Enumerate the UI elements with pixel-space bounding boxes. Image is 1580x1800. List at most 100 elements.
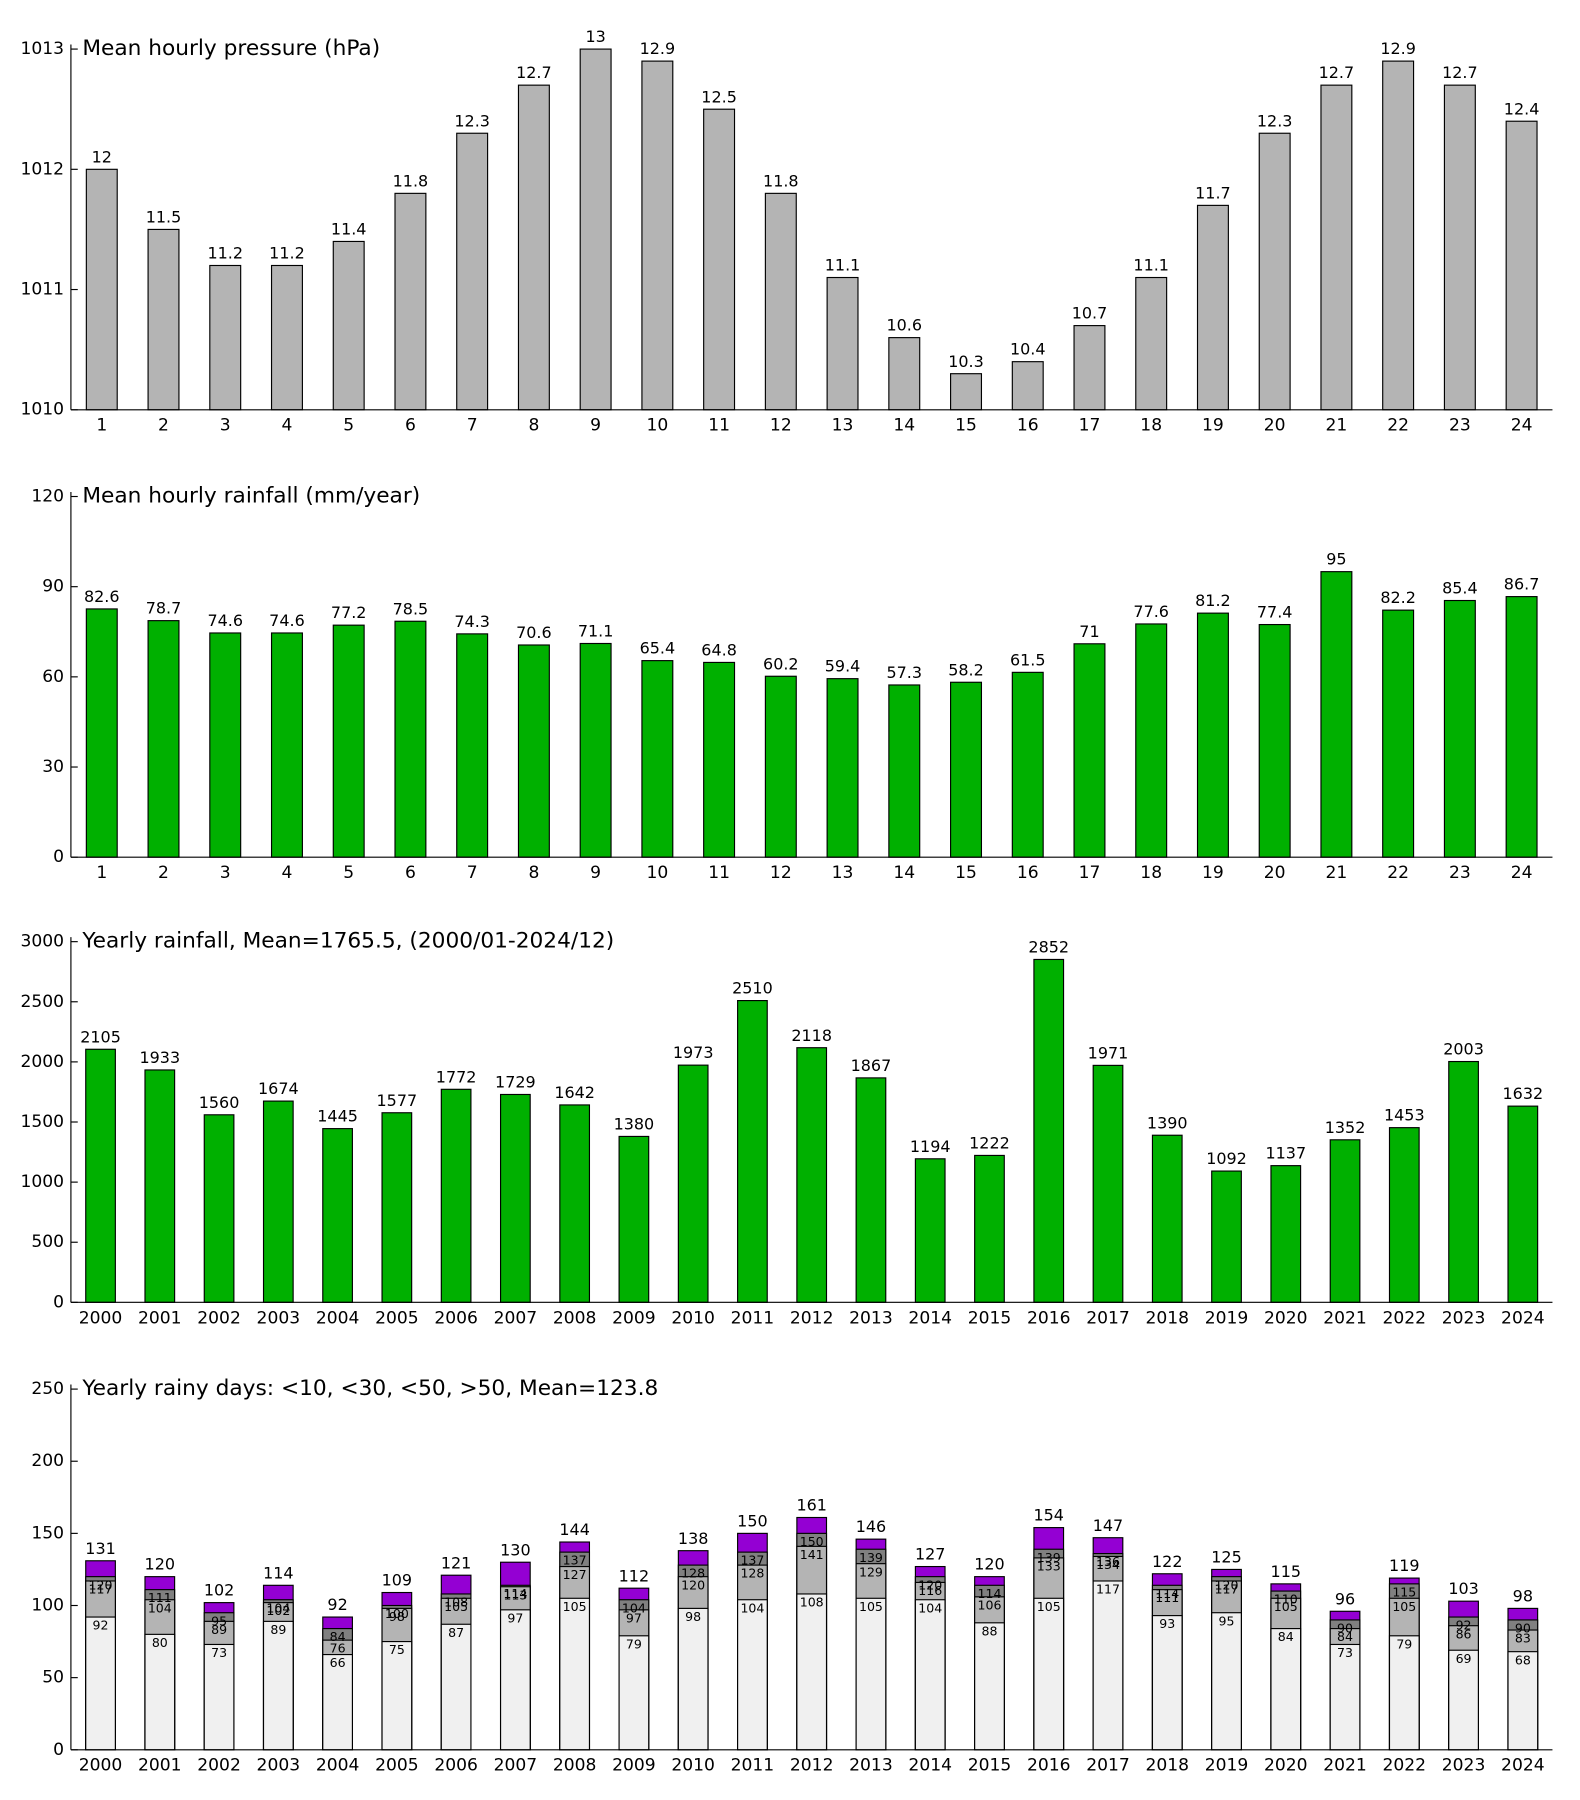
x-tick-label: 4	[282, 863, 293, 883]
x-tick-label: 2003	[257, 1308, 301, 1328]
value-label: 93	[1159, 1616, 1175, 1631]
x-tick-label: 16	[1017, 416, 1039, 436]
value-label: 82.6	[84, 587, 120, 606]
x-tick-label: 1	[96, 863, 107, 883]
value-label: 90	[1515, 1621, 1531, 1636]
value-label: 82.2	[1380, 588, 1416, 607]
value-label: 144	[559, 1520, 589, 1539]
y-tick-label: 30	[42, 757, 64, 777]
bar	[1011, 361, 1044, 411]
value-label: 92	[1456, 1618, 1472, 1633]
value-label: 105	[563, 1599, 587, 1614]
bar	[203, 1643, 235, 1751]
bar	[618, 1635, 650, 1751]
x-tick-label: 2019	[1205, 1308, 1249, 1328]
x-tick-label: 14	[893, 863, 915, 883]
y-tick-label: 200	[31, 1451, 64, 1471]
value-label: 136	[1096, 1554, 1120, 1569]
value-label: 114	[263, 1563, 293, 1582]
x-tick-label: 2021	[1323, 1308, 1367, 1328]
x-tick-label: 22	[1387, 416, 1409, 436]
y-tick-label: 120	[31, 487, 64, 507]
value-label: 105	[1274, 1599, 1298, 1614]
y-tick-label: 1011	[21, 280, 65, 300]
value-label: 150	[800, 1534, 824, 1549]
bar	[1011, 671, 1044, 858]
bar	[322, 1128, 353, 1303]
x-tick-label: 2009	[612, 1756, 656, 1776]
bar	[950, 373, 983, 411]
value-label: 1577	[377, 1091, 418, 1110]
value-label: 78.5	[393, 599, 429, 618]
x-tick-label: 2022	[1383, 1756, 1427, 1776]
bar	[144, 1633, 176, 1751]
x-tick-label: 2024	[1501, 1756, 1545, 1776]
value-label: 12.7	[1442, 63, 1478, 82]
x-tick-label: 2016	[1027, 1756, 1071, 1776]
value-label: 1137	[1265, 1144, 1306, 1163]
value-label: 1933	[139, 1048, 180, 1067]
x-tick-label: 2003	[257, 1756, 301, 1776]
value-label: 119	[1389, 1556, 1419, 1575]
x-tick-label: 2017	[1086, 1756, 1130, 1776]
value-label: 78.7	[146, 599, 182, 618]
value-label: 139	[1037, 1550, 1061, 1565]
value-label: 75	[389, 1642, 405, 1657]
value-label: 95	[1326, 550, 1346, 569]
y-tick-label: 60	[42, 667, 64, 687]
y-tick-label: 250	[31, 1379, 64, 1399]
value-label: 104	[148, 1600, 172, 1615]
bar	[796, 1593, 828, 1751]
value-label: 89	[270, 1622, 286, 1637]
value-label: 1092	[1206, 1149, 1247, 1168]
x-tick-label: 2011	[731, 1308, 775, 1328]
value-label: 10.7	[1072, 304, 1108, 323]
y-tick-label: 1010	[21, 400, 65, 420]
x-tick-label: 18	[1140, 416, 1162, 436]
bar	[1135, 276, 1168, 411]
x-tick-label: 23	[1449, 863, 1471, 883]
bar	[1258, 132, 1291, 411]
x-tick-label: 24	[1511, 416, 1533, 436]
value-label: 60.2	[763, 654, 799, 673]
value-label: 109	[382, 1571, 412, 1590]
value-label: 12.7	[516, 63, 552, 82]
bar	[147, 620, 180, 858]
x-tick-label: 2023	[1442, 1308, 1486, 1328]
y-tick-label: 0	[53, 1740, 64, 1760]
bar	[85, 1616, 116, 1751]
value-label: 117	[1215, 1582, 1239, 1597]
bar	[1382, 60, 1415, 411]
x-tick-label: 11	[708, 416, 730, 436]
value-label: 12.9	[640, 39, 676, 58]
value-label: 92	[93, 1618, 109, 1633]
value-label: 117	[1096, 1582, 1120, 1597]
value-label: 2118	[791, 1026, 832, 1045]
x-tick-label: 2008	[553, 1308, 597, 1328]
x-tick-label: 2012	[790, 1308, 834, 1328]
bar	[1270, 1628, 1302, 1751]
value-label: 133	[1037, 1559, 1061, 1574]
bar	[641, 660, 674, 858]
y-tick-label: 0	[53, 1292, 64, 1312]
x-tick-label: 17	[1079, 863, 1101, 883]
bar	[381, 1112, 413, 1303]
y-tick-label: 1000	[21, 1172, 65, 1192]
value-label: 61.5	[1010, 650, 1046, 669]
bar	[1382, 609, 1415, 858]
x-tick-label: 3	[220, 863, 231, 883]
bar	[737, 1599, 768, 1751]
bar	[579, 642, 612, 858]
value-label: 100	[385, 1606, 409, 1621]
bar	[703, 108, 736, 411]
value-label: 64.8	[701, 641, 737, 660]
value-label: 79	[1396, 1636, 1412, 1651]
value-label: 120	[145, 1555, 175, 1574]
x-tick-label: 2023	[1442, 1756, 1486, 1776]
value-label: 105	[1392, 1599, 1416, 1614]
value-label: 58.2	[948, 660, 984, 679]
x-tick-label: 19	[1202, 416, 1224, 436]
bar	[826, 276, 859, 411]
value-label: 11.1	[825, 256, 861, 275]
value-label: 105	[444, 1599, 468, 1614]
